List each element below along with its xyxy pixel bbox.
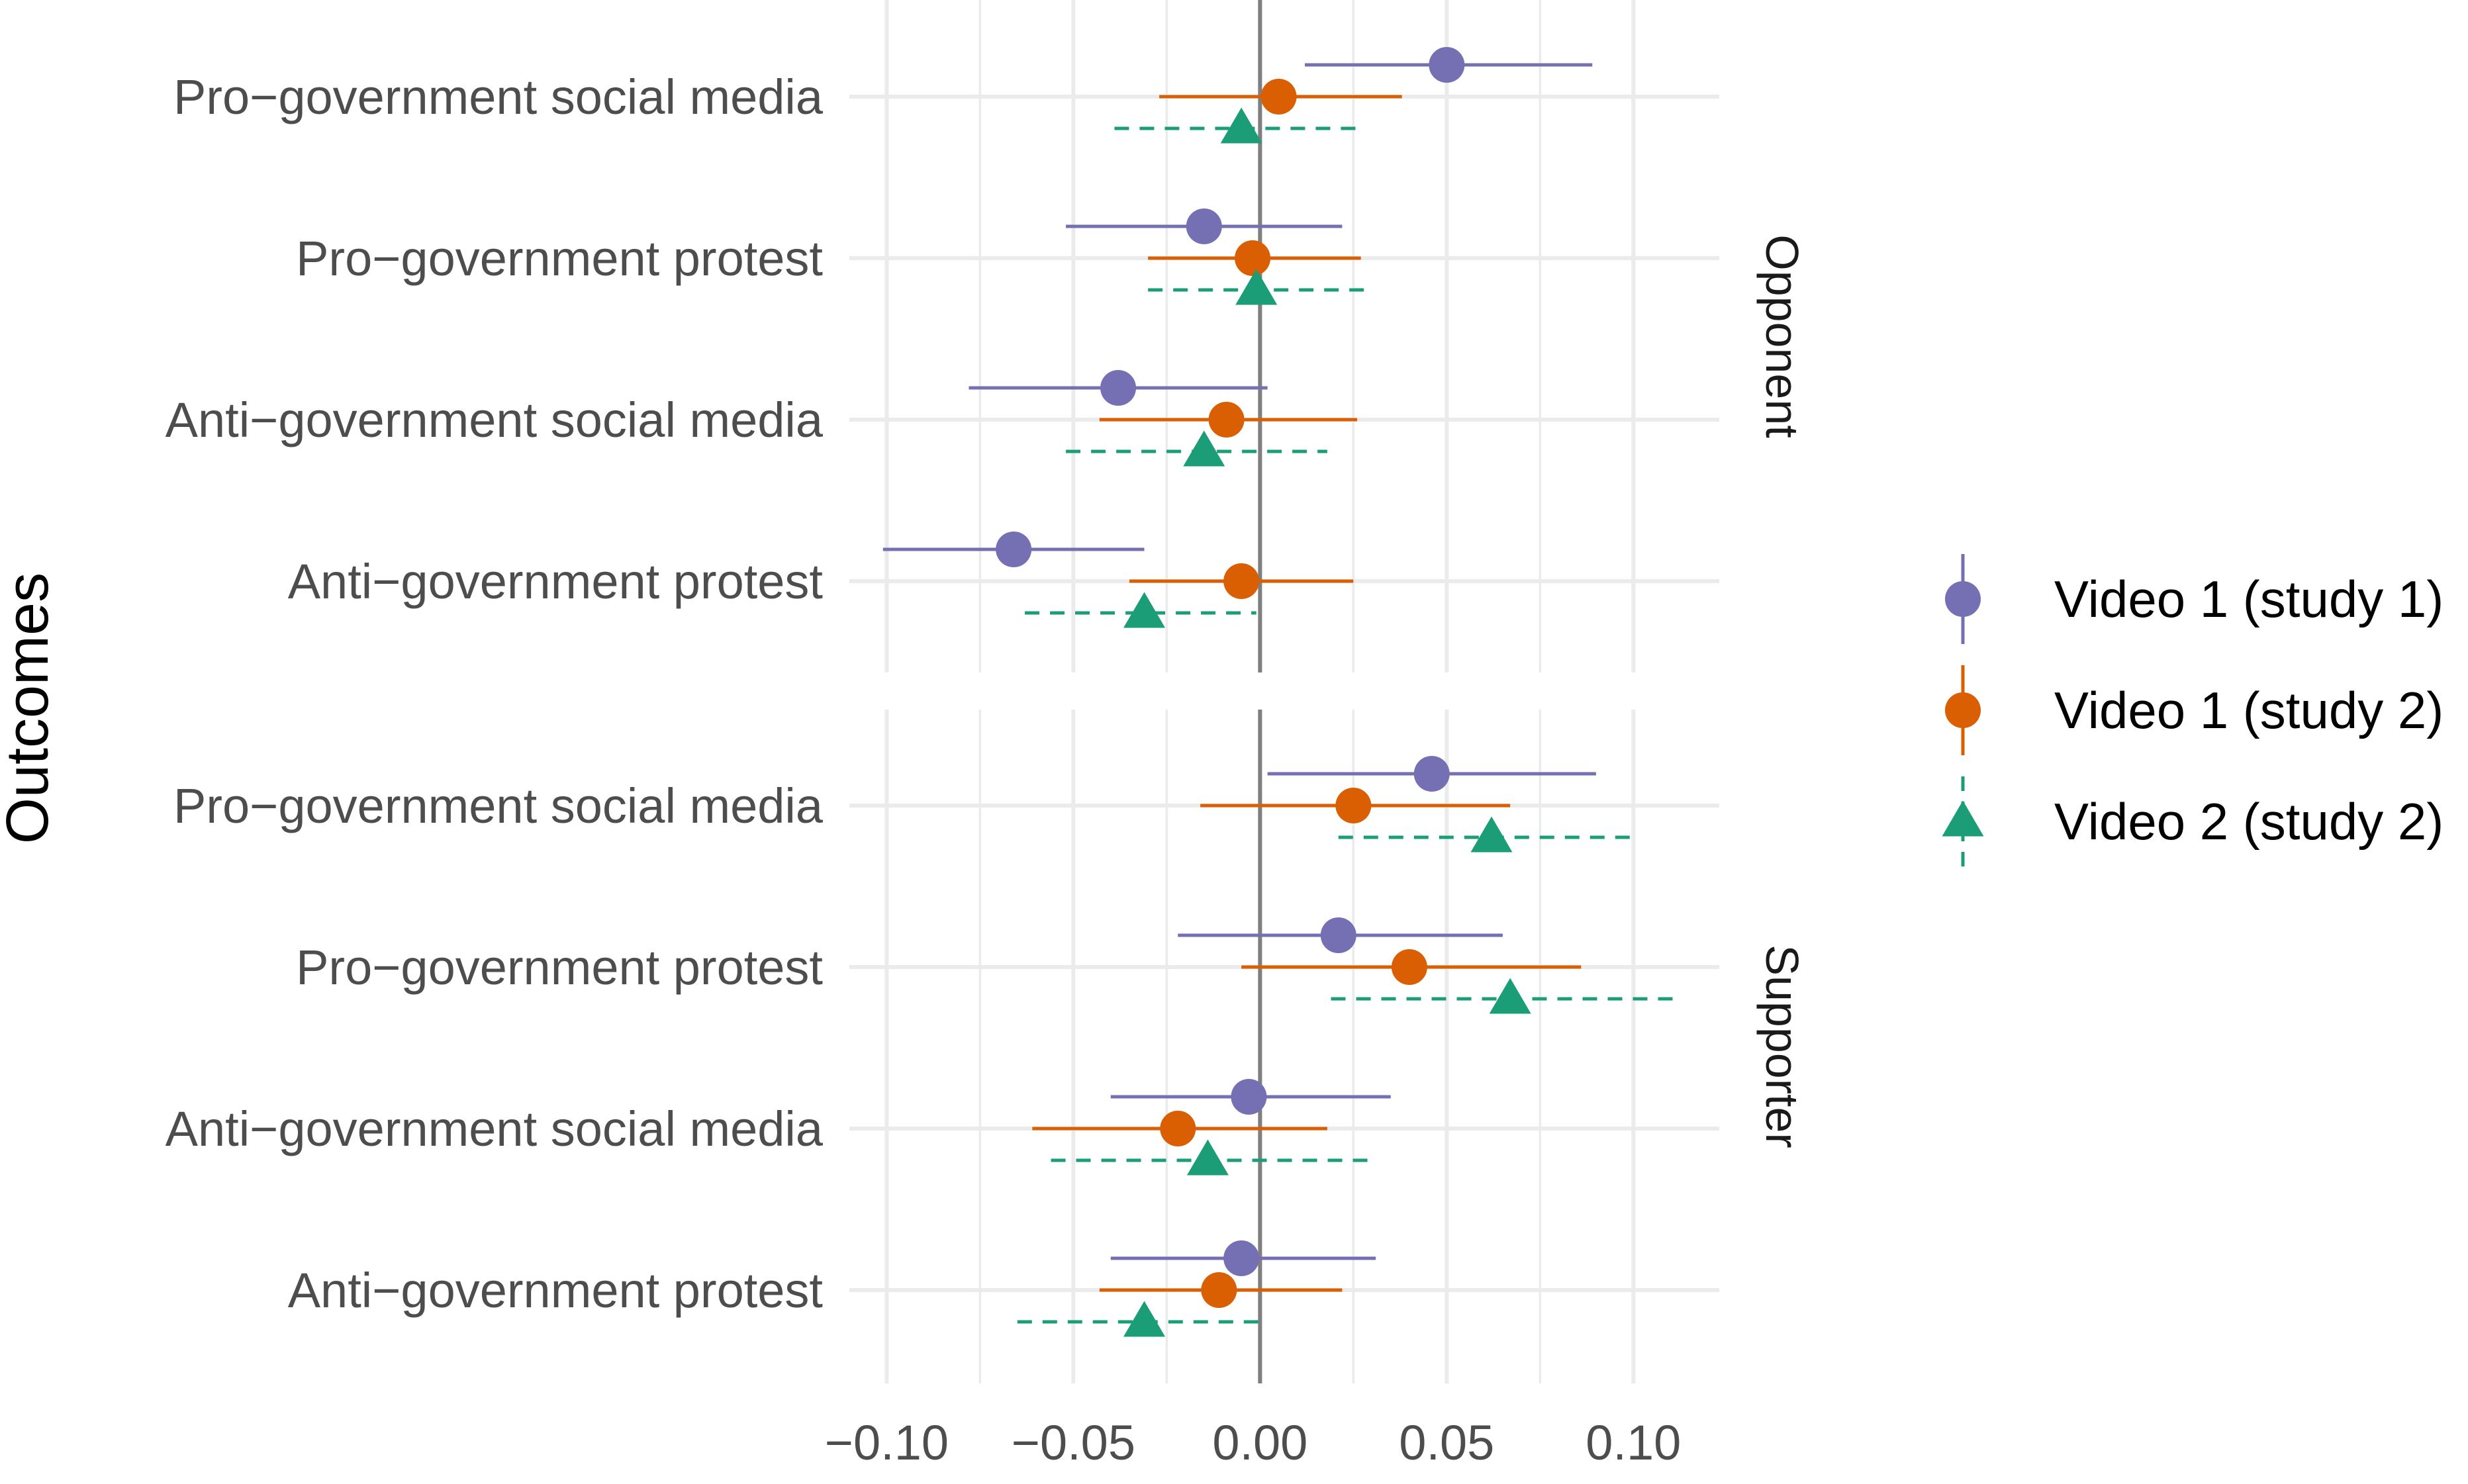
point-estimate-opponent [1235, 240, 1271, 276]
point-estimate-supporter [1470, 816, 1513, 853]
outcome-label: Pro−government protest [296, 940, 823, 995]
point-estimate-opponent [1186, 209, 1222, 244]
point-estimate-supporter [1186, 1139, 1229, 1176]
outcome-label: Pro−government social media [173, 778, 824, 833]
legend-label: Video 2 (study 2) [2054, 792, 2444, 851]
legend-key-marker [1942, 800, 1984, 837]
point-estimate-opponent [1429, 47, 1465, 83]
point-estimate-opponent [1123, 592, 1166, 628]
point-estimate-opponent [1100, 370, 1137, 406]
legend-key-marker [1945, 692, 1981, 728]
point-estimate-opponent [1223, 563, 1260, 599]
point-estimate-opponent [996, 532, 1032, 567]
x-tick-label: 0.10 [1586, 1415, 1681, 1470]
point-estimate-supporter [1413, 756, 1450, 792]
outcome-label: Pro−government protest [296, 231, 823, 286]
point-estimate-supporter [1391, 949, 1427, 985]
outcome-label: Anti−government social media [166, 1101, 824, 1156]
point-estimate-opponent [1260, 79, 1297, 115]
point-estimate-supporter [1335, 788, 1372, 823]
facet-label-supporter: Supporter [1756, 945, 1808, 1148]
x-tick-label: −0.10 [825, 1415, 949, 1470]
point-estimate-supporter [1320, 917, 1356, 953]
x-tick-label: 0.00 [1212, 1415, 1307, 1470]
y-axis-title: Outcomes [0, 573, 61, 844]
outcome-label: Anti−government protest [288, 554, 824, 609]
point-estimate-opponent [1235, 269, 1278, 305]
point-estimate-supporter [1160, 1111, 1196, 1146]
outcome-label: Anti−government protest [288, 1263, 824, 1318]
point-estimate-supporter [1123, 1301, 1166, 1337]
point-estimate-supporter [1201, 1272, 1237, 1308]
facet-label-opponent: Opponent [1756, 234, 1808, 438]
point-estimate-opponent [1220, 107, 1262, 144]
point-estimate-opponent [1208, 402, 1245, 438]
outcome-label: Pro−government social media [173, 70, 824, 124]
legend-key-marker [1945, 581, 1981, 617]
point-estimate-opponent [1183, 430, 1225, 467]
x-tick-label: 0.05 [1399, 1415, 1494, 1470]
point-estimate-supporter [1223, 1240, 1260, 1276]
x-tick-label: −0.05 [1012, 1415, 1135, 1470]
outcome-label: Anti−government social media [166, 393, 824, 447]
point-estimate-supporter [1231, 1079, 1267, 1115]
legend-label: Video 1 (study 2) [2054, 681, 2444, 739]
legend-label: Video 1 (study 1) [2054, 570, 2444, 628]
point-estimate-supporter [1489, 978, 1531, 1014]
